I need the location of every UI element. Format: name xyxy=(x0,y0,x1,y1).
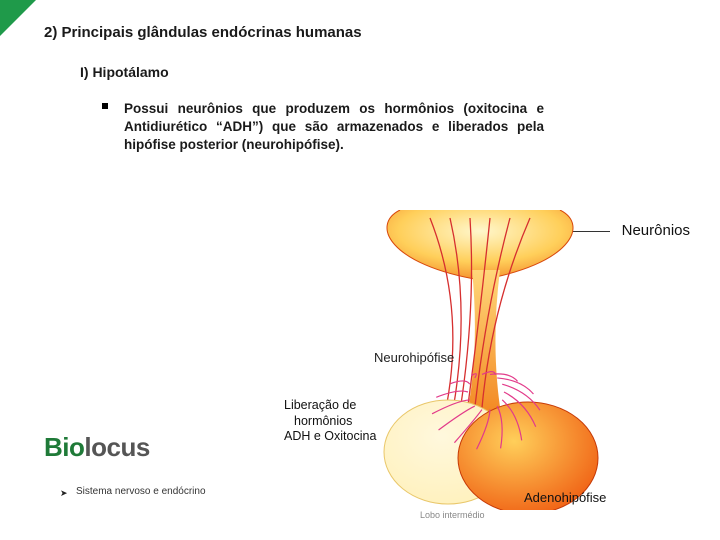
square-bullet-icon xyxy=(102,103,108,109)
label-liberacao-line2: hormônios xyxy=(284,414,376,430)
label-neurohipofise: Neurohipófise xyxy=(374,350,454,365)
logo-part-bio: Bio xyxy=(44,432,84,462)
label-neuronios: Neurônios xyxy=(622,222,690,239)
bullet-item: Possui neurônios que produzem os hormôni… xyxy=(124,100,544,155)
page-heading: 2) Principais glândulas endócrinas human… xyxy=(44,24,362,41)
label-liberacao: Liberação de hormônios ADH e Oxitocina xyxy=(284,398,376,445)
brand-logo: Biolocus xyxy=(44,432,150,463)
logo-part-locus: locus xyxy=(84,432,149,462)
label-adenohipofise: Adenohipófise xyxy=(524,490,606,505)
corner-accent xyxy=(0,0,36,36)
label-liberacao-line3: ADH e Oxitocina xyxy=(284,429,376,445)
footer-text: Sistema nervoso e endócrino xyxy=(76,486,206,497)
label-lobo-small: Lobo intermédio xyxy=(420,510,485,520)
footer-breadcrumb: ➤ Sistema nervoso e endócrino xyxy=(76,486,206,497)
bullet-text: Possui neurônios que produzem os hormôni… xyxy=(124,100,544,155)
label-liberacao-line1: Liberação de xyxy=(284,398,376,414)
section-subheading: I) Hipotálamo xyxy=(80,64,169,80)
chevron-right-icon: ➤ xyxy=(60,488,68,499)
